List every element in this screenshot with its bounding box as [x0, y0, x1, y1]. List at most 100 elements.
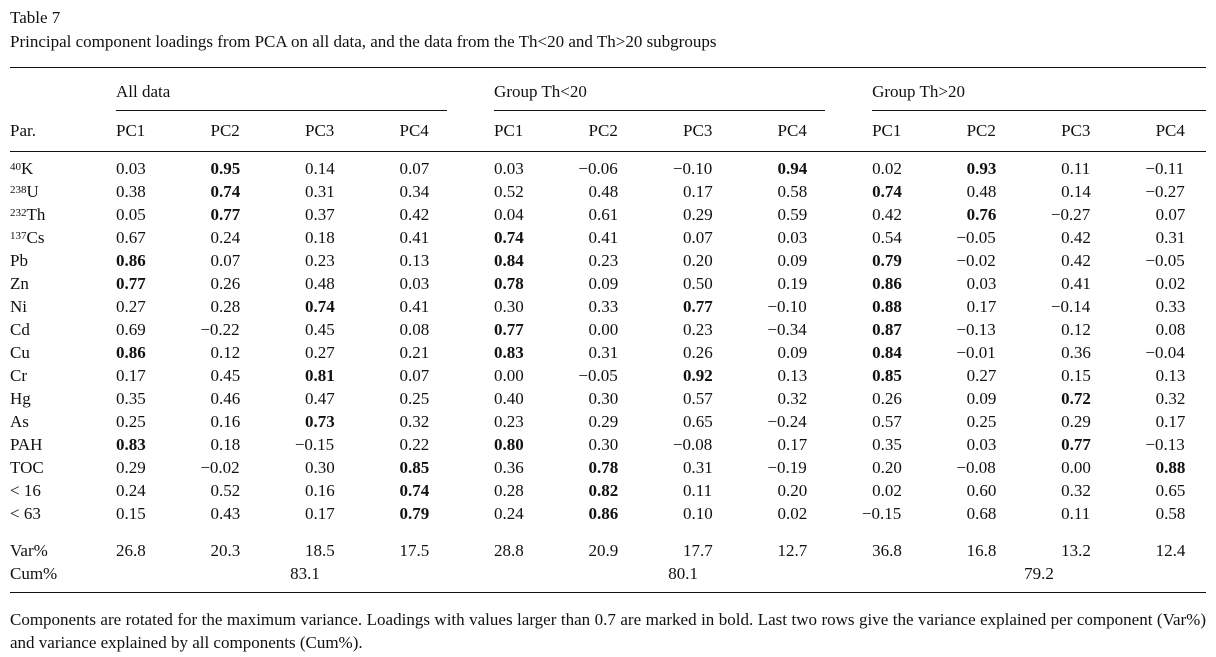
loading-value: 0.81 [305, 366, 335, 385]
loading-cell: 0.14 [1061, 180, 1156, 203]
loading-value: 0.07 [399, 159, 430, 178]
loading-cell: 0.58 [1156, 502, 1206, 525]
loading-value: 0.85 [399, 458, 430, 477]
loading-cell: 0.03 [967, 272, 1062, 295]
loading-cell: 0.13 [778, 364, 873, 387]
loading-value: 0.74 [399, 481, 430, 500]
loading-value: −0.14 [1050, 297, 1091, 316]
loading-value: 0.79 [399, 504, 430, 523]
loading-value: 0.79 [872, 251, 902, 270]
loading-value: 0.12 [210, 343, 241, 362]
loading-value: 0.33 [1155, 297, 1186, 316]
loading-value: 0.14 [305, 159, 335, 178]
row-label-param: Pb [10, 251, 28, 270]
loading-value: 0.31 [1155, 228, 1186, 247]
loading-cell: 0.59 [778, 203, 873, 226]
loading-cell: 0.83 [494, 341, 589, 364]
loading-cell: 0.74 [305, 295, 400, 318]
loading-value: 0.58 [777, 182, 808, 201]
loading-cell: 0.02 [1156, 272, 1206, 295]
loading-cell: −0.01 [956, 341, 1062, 364]
loading-cell: −0.02 [956, 249, 1062, 272]
loading-value: 0.24 [210, 228, 241, 247]
loading-cell: 0.77 [1061, 433, 1156, 456]
loading-value: 0.11 [683, 481, 713, 500]
loading-cell: 0.47 [305, 387, 400, 410]
cumulative-cell: 80.1 [668, 564, 698, 583]
loading-cell: 0.35 [116, 387, 211, 410]
loading-value: 0.12 [1061, 320, 1091, 339]
loading-value: 0.52 [494, 182, 524, 201]
loading-value: 0.77 [494, 320, 524, 339]
loading-value: 0.34 [399, 182, 430, 201]
loading-value: −0.05 [956, 228, 996, 247]
loading-cell: 0.92 [683, 364, 778, 387]
loading-value: 0.08 [399, 320, 430, 339]
loading-value: 0.04 [494, 205, 524, 224]
cumulative-cell: 83.1 [290, 564, 320, 583]
loading-cell: 0.41 [400, 295, 495, 318]
loading-value: 0.00 [1061, 458, 1091, 477]
loading-cell: 0.78 [589, 456, 684, 479]
loading-value: 0.94 [777, 159, 808, 178]
loading-value: −0.08 [672, 435, 713, 454]
loading-value: 0.30 [588, 435, 619, 454]
loading-value: 0.80 [494, 435, 524, 454]
loading-value: 0.02 [872, 159, 902, 178]
loading-value: −0.34 [767, 320, 807, 339]
loading-value: 0.18 [305, 228, 335, 247]
loading-cell: 0.23 [305, 249, 400, 272]
group-header-row: All data Group Th<20 Group Th>20 [10, 68, 1206, 111]
loading-cell: 0.84 [872, 341, 967, 364]
loading-cell: 0.65 [1156, 479, 1206, 502]
loading-cell: 0.61 [589, 203, 684, 226]
loading-value: −0.05 [578, 366, 618, 385]
loading-cell: 0.02 [872, 152, 967, 181]
loading-value: 0.00 [494, 366, 524, 385]
loading-value: 0.25 [399, 389, 430, 408]
row-label-param: Cu [10, 343, 30, 362]
loading-value: 0.72 [1061, 389, 1091, 408]
table-row: 238U 0.38 0.74 0.31 0.34 0.52 0.48 0.17 0.58 0.74… [10, 180, 1206, 203]
loading-value: −0.01 [956, 343, 996, 362]
table-row: 40K 0.03 0.95 0.14 0.07 0.03 −0.06 −0.10 0.94 0.0… [10, 152, 1206, 181]
loading-value: 0.59 [777, 205, 808, 224]
col-header-pc: PC2 [588, 111, 684, 152]
loading-cell: −0.06 [578, 152, 684, 181]
loading-value: 0.36 [494, 458, 524, 477]
loading-cell: 0.09 [778, 249, 873, 272]
loading-cell: −0.15 [295, 433, 400, 456]
loading-cell: 0.85 [872, 364, 967, 387]
loading-value: 0.48 [966, 182, 997, 201]
loading-value: 0.77 [1061, 435, 1091, 454]
loading-value: −0.06 [578, 159, 618, 178]
table-row: TOC 0.29 −0.02 0.30 0.85 0.36 0.78 0.31 −0.19 0.2… [10, 456, 1206, 479]
group-label: Group Th>20 [872, 82, 965, 101]
loading-value: 36.8 [872, 541, 902, 560]
loading-value: 0.24 [494, 504, 524, 523]
loading-cell: 0.32 [400, 410, 495, 433]
loading-value: 0.13 [1155, 366, 1186, 385]
loading-value: 0.02 [1155, 274, 1186, 293]
col-header-pc: PC1 [872, 111, 967, 152]
loading-cell: 0.58 [778, 180, 873, 203]
loading-value: −0.22 [200, 320, 240, 339]
group-label: Group Th<20 [494, 82, 587, 101]
loading-value: 0.82 [588, 481, 619, 500]
loading-cell: 0.28 [211, 295, 306, 318]
loading-value: 0.27 [116, 297, 146, 316]
loading-value: 0.33 [588, 297, 619, 316]
loading-cell: 0.04 [494, 203, 589, 226]
loading-value: 0.23 [494, 412, 524, 431]
loading-value: 0.09 [588, 274, 619, 293]
loading-cell: 0.22 [400, 433, 495, 456]
col-header-pc: PC4 [399, 111, 495, 152]
loading-value: 0.03 [966, 435, 997, 454]
loading-value: 0.28 [494, 481, 524, 500]
table-row: < 16 0.24 0.52 0.16 0.74 0.28 0.82 0.11 0.20 0.02… [10, 479, 1206, 502]
loading-cell: −0.22 [200, 318, 306, 341]
loading-value: 0.42 [399, 205, 430, 224]
loading-value: 0.47 [305, 389, 335, 408]
loading-cell: 0.20 [778, 479, 873, 502]
row-label-param: Ni [10, 297, 27, 316]
